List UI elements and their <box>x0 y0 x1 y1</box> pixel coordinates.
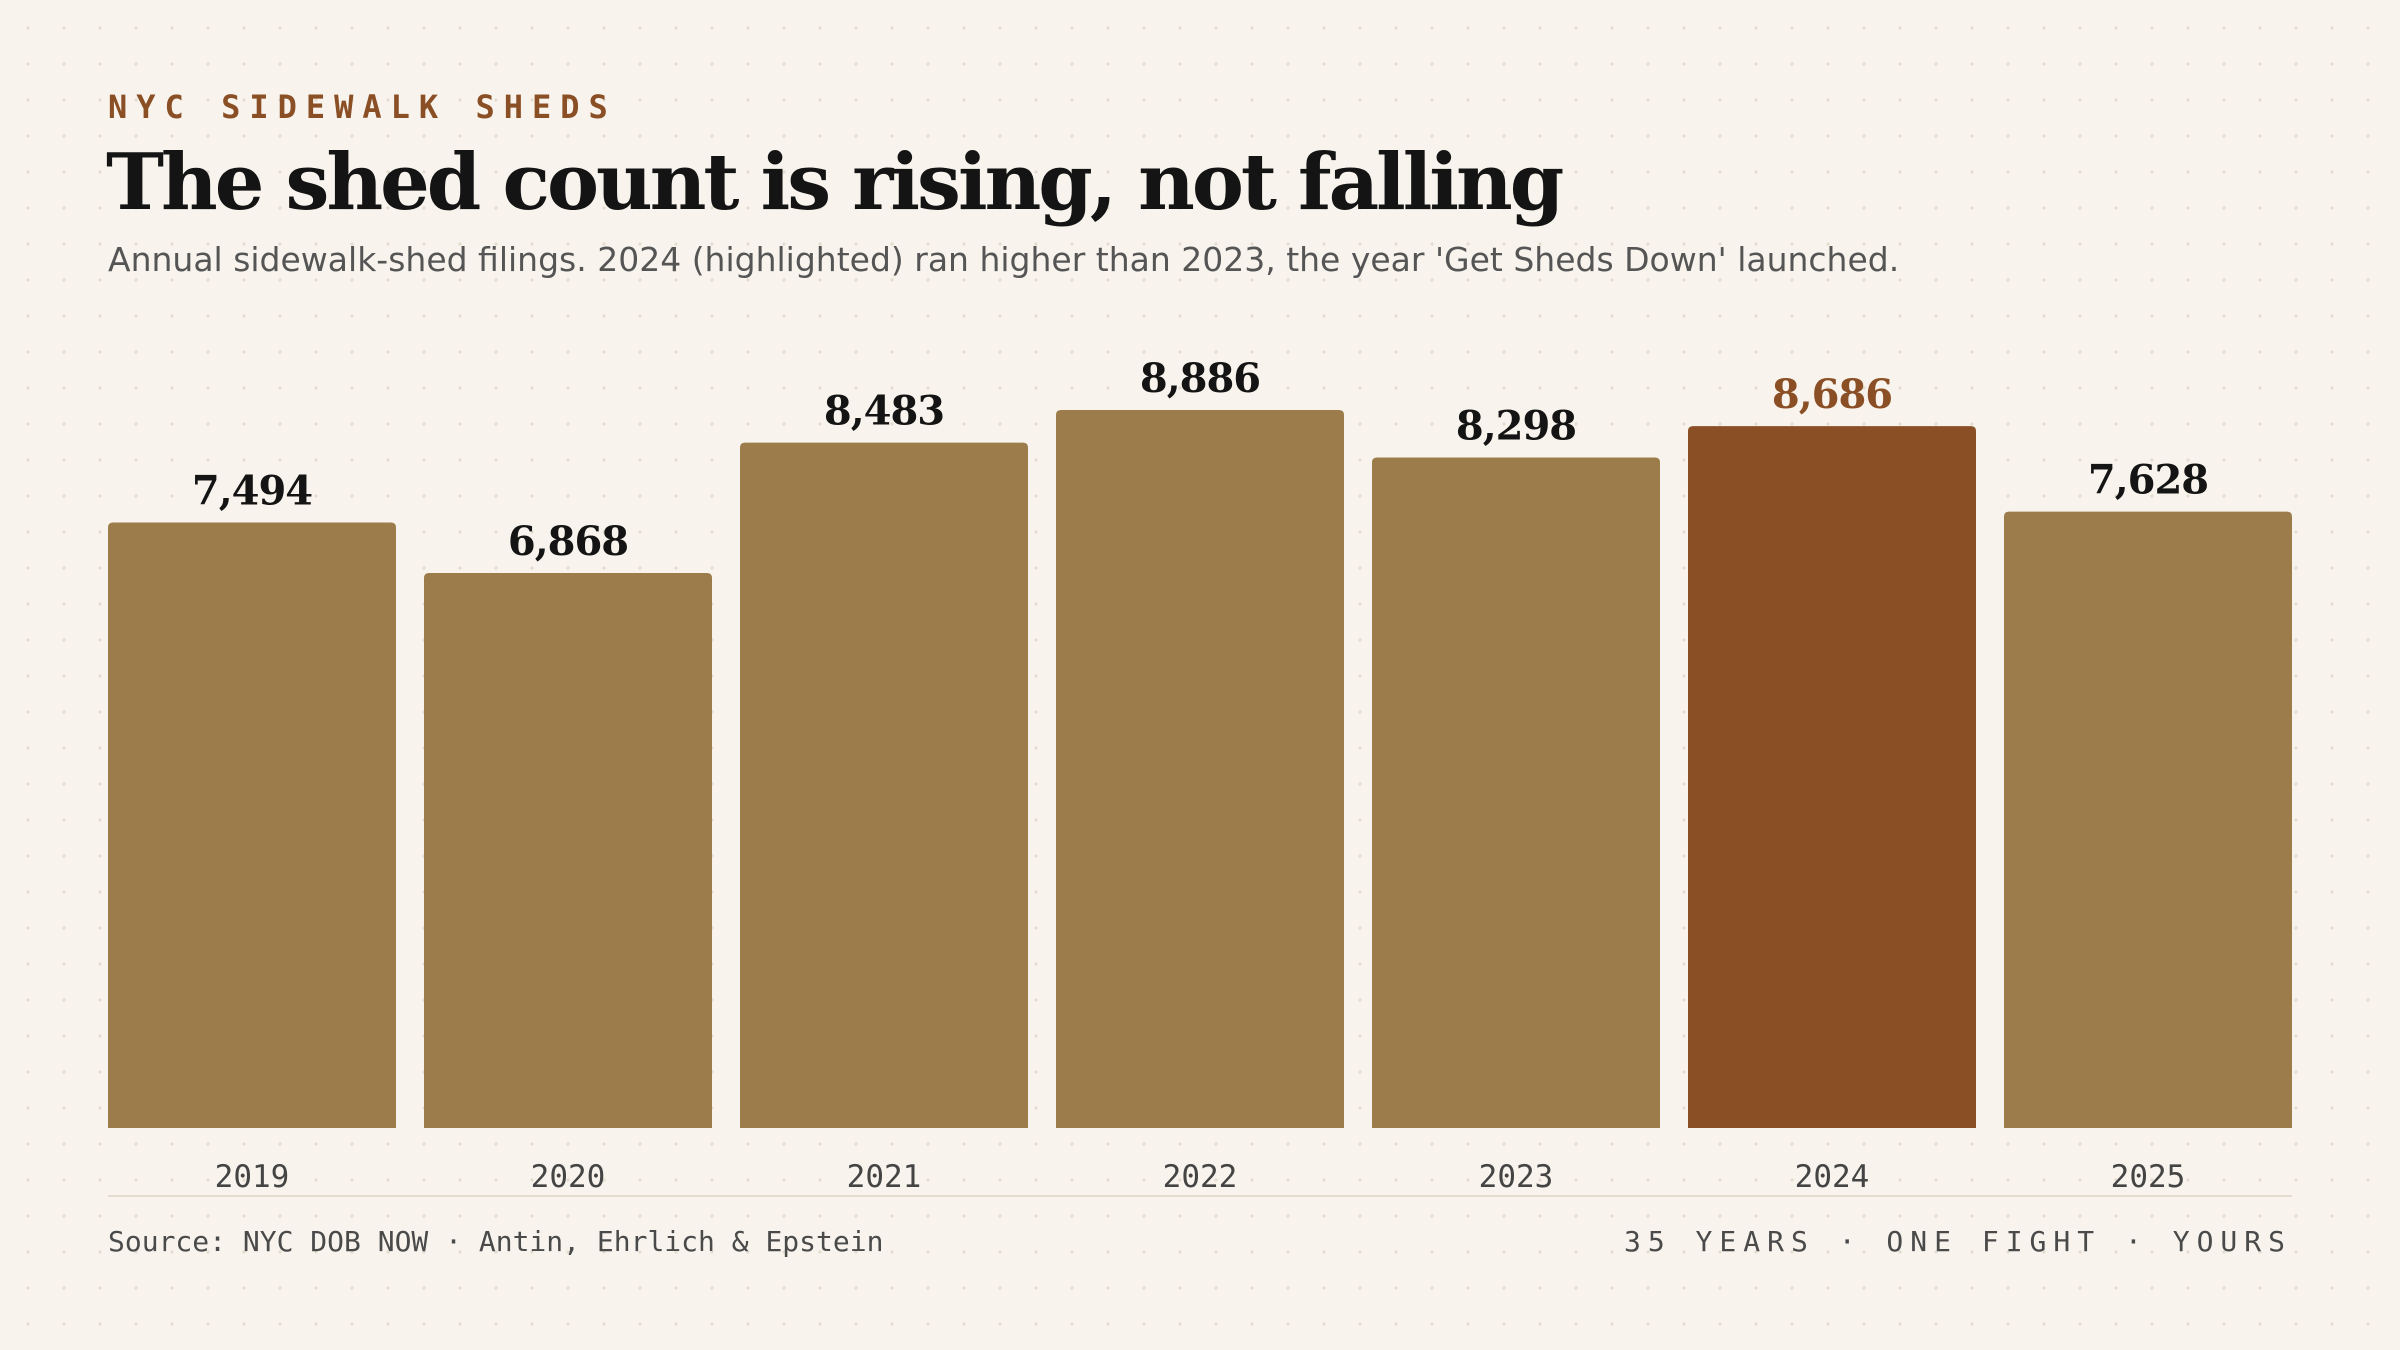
x-tick-label: 2025 <box>2111 1159 2186 1195</box>
source-note: Source: NYC DOB NOW · Antin, Ehrlich & E… <box>108 1225 884 1258</box>
tagline: 35 YEARS · ONE FIGHT · YOURS <box>1623 1225 2292 1258</box>
bar <box>2004 511 2292 1129</box>
x-tick-label: 2024 <box>1795 1159 1870 1195</box>
chart-subtitle: Annual sidewalk-shed filings. 2024 (high… <box>108 240 1900 279</box>
chart-title: The shed count is rising, not falling <box>106 137 1564 228</box>
bar-value-label: 6,868 <box>508 518 628 565</box>
x-tick-label: 2023 <box>1479 1159 1554 1195</box>
footer-divider <box>108 1195 2292 1197</box>
bar-value-label: 8,886 <box>1140 355 1260 402</box>
bar <box>1372 457 1660 1129</box>
bar <box>424 573 712 1128</box>
bar-value-label: 8,298 <box>1456 403 1576 450</box>
bar-value-label: 8,686 <box>1772 371 1892 418</box>
bar <box>108 522 396 1128</box>
bar <box>1056 410 1344 1128</box>
bar-value-label: 8,483 <box>824 388 944 435</box>
chart-kicker: NYC SIDEWALK SHEDS <box>108 88 617 126</box>
x-tick-label: 2020 <box>531 1159 606 1195</box>
bar-highlighted <box>1688 426 1976 1128</box>
bar-value-label: 7,628 <box>2088 457 2208 504</box>
x-tick-label: 2022 <box>1163 1159 1238 1195</box>
x-tick-label: 2021 <box>847 1159 922 1195</box>
bar-value-label: 7,494 <box>192 467 312 514</box>
x-tick-label: 2019 <box>215 1159 290 1195</box>
bar <box>740 442 1028 1129</box>
